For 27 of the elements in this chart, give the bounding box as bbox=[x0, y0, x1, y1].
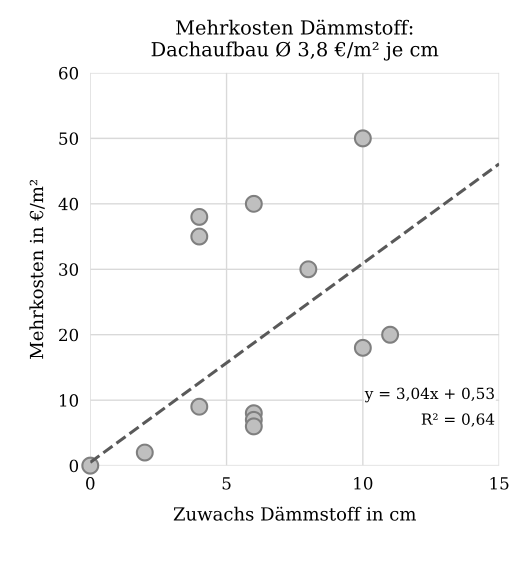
point bbox=[354, 129, 372, 148]
x-axis-title: Zuwachs Dämmstoff in cm bbox=[174, 506, 416, 521]
point bbox=[244, 417, 263, 436]
point bbox=[190, 208, 208, 226]
y-tick-label: 30 bbox=[59, 263, 78, 276]
y-axis-title: Mehrkosten in €/m² bbox=[29, 180, 45, 359]
point bbox=[354, 338, 372, 357]
y-tick-label: 0 bbox=[70, 460, 78, 472]
point bbox=[381, 326, 400, 344]
y-tick-label: 20 bbox=[59, 328, 78, 342]
x-tick-label: 5 bbox=[222, 477, 231, 490]
x-tick-label: 0 bbox=[86, 477, 94, 490]
x-tick-label: 10 bbox=[354, 477, 372, 490]
x-tick-label: 15 bbox=[490, 477, 508, 490]
point bbox=[81, 456, 100, 475]
point bbox=[244, 194, 263, 213]
y-tick-label: 10 bbox=[60, 394, 78, 407]
annotation: R² = 0,64 bbox=[422, 413, 494, 427]
chart-title: Mehrkosten Dämmstoff: Dachaufbau Ø 3,8 €/m² je cm bbox=[152, 20, 438, 61]
point bbox=[190, 398, 208, 416]
point bbox=[190, 228, 208, 246]
point bbox=[136, 444, 154, 462]
annotation: y = 3,04x + 0,53 bbox=[364, 388, 494, 402]
y-tick-label: 60 bbox=[59, 66, 78, 80]
y-tick-label: 50 bbox=[59, 132, 78, 145]
y-tick-label: 40 bbox=[58, 198, 78, 210]
point bbox=[299, 260, 318, 278]
